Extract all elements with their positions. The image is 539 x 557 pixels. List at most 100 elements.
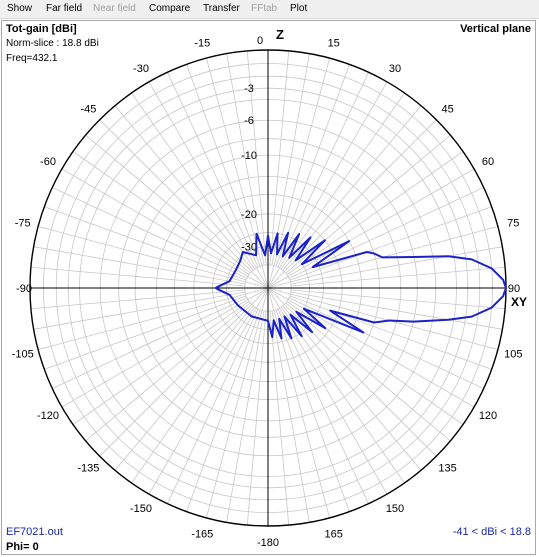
angle-label: 120	[479, 410, 497, 422]
grid-spoke	[288, 187, 484, 279]
grid-spoke	[246, 311, 267, 526]
grid-spoke	[30, 289, 245, 310]
ring-label: -6	[244, 115, 254, 127]
grid-spoke	[72, 151, 250, 276]
grid-spoke	[267, 287, 475, 408]
angle-label: -105	[12, 349, 34, 361]
grid-spoke	[61, 287, 269, 408]
ring-label: -3	[244, 83, 254, 95]
grid-spoke	[267, 287, 498, 350]
angle-label: 15	[328, 38, 340, 50]
norm-slice-text: Norm-slice : 18.8 dBi	[6, 38, 99, 49]
ring-label: -10	[241, 150, 257, 162]
angle-label: -90	[16, 283, 32, 295]
grid-spoke	[114, 105, 254, 271]
grid-spoke	[44, 206, 247, 281]
angle-label: 90	[508, 283, 520, 295]
grid-spoke	[290, 291, 503, 330]
angle-label: -30	[133, 63, 149, 75]
grid-spoke	[131, 306, 256, 484]
menu-far-field[interactable]: Far field	[46, 3, 83, 14]
grid-spoke	[226, 310, 265, 523]
grid-spoke	[282, 305, 422, 471]
grid-spoke	[291, 266, 506, 287]
angle-label: 75	[507, 217, 519, 229]
grid-spoke	[206, 287, 269, 518]
grid-spoke	[277, 308, 369, 504]
angle-label: 30	[389, 63, 401, 75]
grid-spoke	[38, 226, 269, 289]
grid-spoke	[85, 302, 251, 442]
angle-label: -150	[130, 503, 152, 515]
grid-spoke	[33, 291, 246, 330]
menu-compare[interactable]: Compare	[149, 3, 191, 14]
freq-text: Freq=432.1	[6, 53, 58, 64]
grid-spoke	[85, 134, 251, 274]
grid-spoke	[285, 302, 451, 442]
grid-spoke	[99, 287, 269, 457]
grid-spoke	[226, 53, 265, 266]
grid-spoke	[114, 305, 254, 471]
angle-label: -180	[257, 537, 279, 549]
grid-spoke	[289, 206, 492, 281]
z-axis-label: Z	[276, 27, 284, 42]
gain-range: -41 < dBi < 18.8	[452, 526, 531, 538]
angle-label: -15	[194, 38, 210, 50]
grid-spoke	[267, 168, 475, 289]
menu-bar: Show Far field Near field Compare Transf…	[0, 0, 539, 19]
grid-spoke	[72, 300, 250, 425]
grid-spoke	[288, 297, 484, 389]
polar-plot[interactable]: 0 15 30 45 60 75 90 105 120 135 150 165 -180 -165 -150…	[0, 19, 539, 557]
grid-spoke	[286, 151, 464, 276]
menu-transfer[interactable]: Transfer	[203, 3, 240, 14]
angle-label: 0	[257, 35, 263, 47]
grid-spoke	[52, 297, 248, 389]
grid-spoke	[167, 72, 259, 268]
grid-spoke	[267, 81, 388, 289]
angle-label: -60	[40, 156, 56, 168]
angle-label: -165	[191, 528, 213, 540]
grid-spoke	[269, 311, 290, 526]
angle-label: -135	[77, 463, 99, 475]
grid-spoke	[186, 309, 261, 512]
gain-pattern	[214, 231, 507, 340]
angle-label: -45	[80, 103, 96, 115]
grid-spoke	[167, 308, 259, 504]
gain-pattern-trace	[214, 231, 507, 340]
grid-spoke	[271, 53, 310, 266]
menu-show[interactable]: Show	[7, 3, 33, 14]
grid-spoke	[269, 50, 290, 265]
grid-spoke	[291, 289, 506, 310]
grid-spoke	[280, 92, 405, 270]
grid-spoke	[30, 266, 245, 287]
grid-spoke	[277, 72, 369, 268]
ring-label: -30	[241, 242, 257, 254]
grid-spoke	[131, 92, 256, 270]
grid-spoke	[52, 187, 248, 279]
grid-spoke	[267, 58, 330, 289]
menu-near-field: Near field	[93, 3, 136, 14]
grid-spoke	[275, 309, 350, 512]
menu-fftab: FFtab	[251, 3, 278, 14]
grid-spoke	[61, 168, 269, 289]
grid-spoke	[271, 310, 310, 523]
angle-labels: 0 15 30 45 60 75 90 105 120 135 150 165 -180 -165 -150…	[12, 35, 523, 549]
angle-label: -120	[37, 410, 59, 422]
grid-spoke	[267, 287, 437, 457]
plot-title: Tot-gain [dBi]	[6, 23, 77, 35]
phi-label: Phi= 0	[6, 541, 39, 553]
ring-label: -20	[241, 209, 257, 221]
grid-spoke	[289, 295, 492, 370]
grid-spoke	[148, 287, 269, 495]
menu-plot[interactable]: Plot	[290, 3, 308, 14]
angle-label: 165	[325, 528, 343, 540]
grid-spoke	[290, 246, 503, 285]
angle-label: 105	[504, 349, 522, 361]
plane-label: Vertical plane	[460, 23, 531, 35]
polar-grid	[29, 49, 507, 527]
grid-spoke	[206, 58, 269, 289]
file-name: EF7021.out	[6, 526, 63, 538]
angle-label: -75	[15, 217, 31, 229]
angle-label: 60	[482, 156, 494, 168]
grid-spoke	[286, 300, 464, 425]
